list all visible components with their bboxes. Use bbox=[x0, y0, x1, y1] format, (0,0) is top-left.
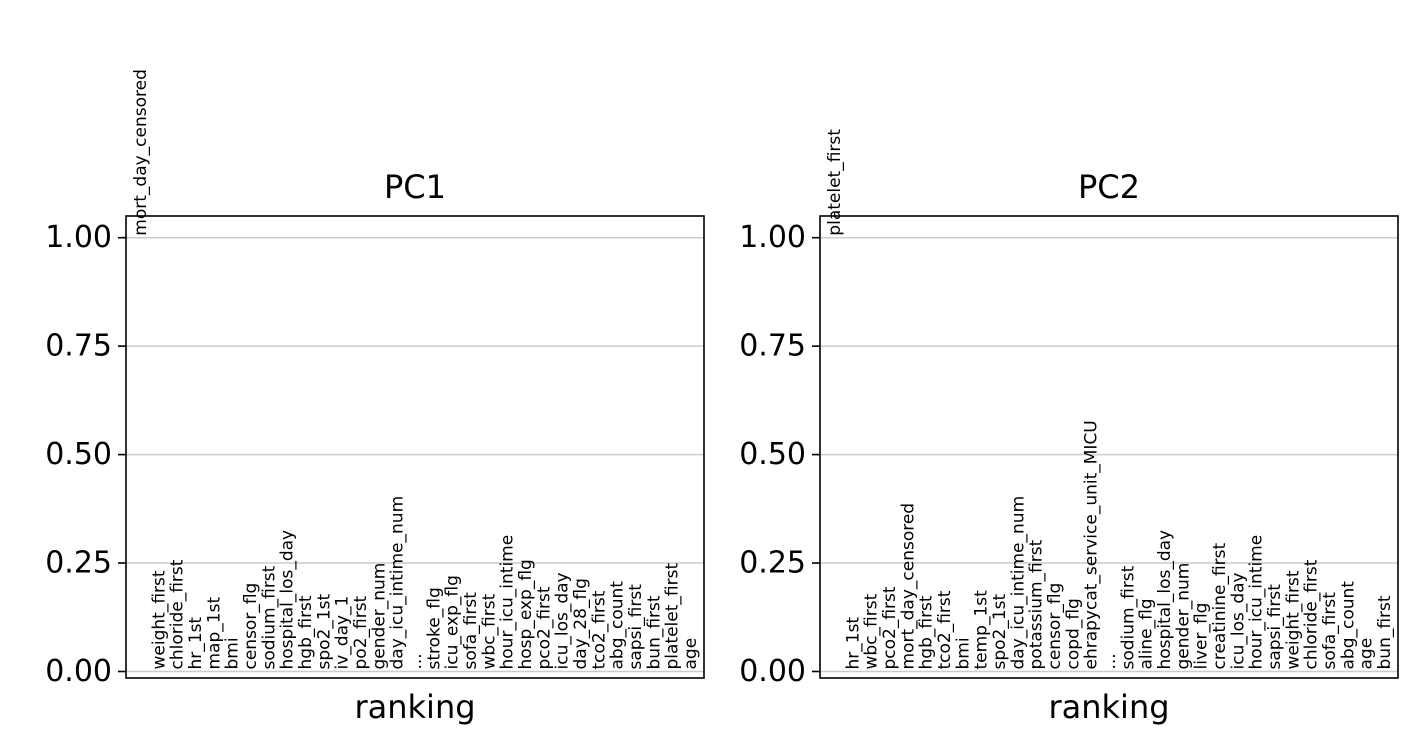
gene-label: tco2_first bbox=[935, 590, 955, 669]
panel-pc1: 0.00 0.25 0.50 0.75 1.00 PC1 ranking mort_day_c… bbox=[45, 69, 705, 726]
gene-label: ehrapycat_service_unit_MICU bbox=[1082, 420, 1102, 669]
gene-label: platelet_first bbox=[825, 129, 845, 236]
gene-label: hosp_exp_flg bbox=[516, 559, 536, 669]
gene-label: sofa_first bbox=[1320, 592, 1340, 670]
gene-label: liver_flg bbox=[1192, 603, 1212, 670]
gene-label: day_28_flg bbox=[571, 578, 591, 669]
gene-label: sapsi_first bbox=[1265, 584, 1285, 670]
y-tick-label: 0.75 bbox=[45, 329, 112, 364]
gene-label: pco2_first bbox=[534, 586, 554, 669]
gene-label: mort_day_censored bbox=[131, 69, 151, 236]
gene-label: bun_first bbox=[1375, 595, 1395, 669]
gene-label: hour_icu_intime bbox=[498, 535, 518, 670]
y-tick-label: 0.25 bbox=[739, 546, 806, 581]
gene-label: spo2_1st bbox=[990, 593, 1010, 669]
axes-frame bbox=[125, 215, 705, 679]
gene-label: bmi bbox=[953, 637, 973, 669]
gene-label: pco2_first bbox=[880, 586, 900, 669]
gene-label: mort_day_censored bbox=[898, 503, 918, 670]
gene-label: map_1st bbox=[204, 597, 224, 670]
gene-label: tco2_first bbox=[589, 590, 609, 669]
gene-label: hospital_los_day bbox=[278, 530, 298, 670]
gene-label: chloride_first bbox=[1302, 559, 1322, 669]
y-tick-label: 0.50 bbox=[45, 437, 112, 472]
axes-frame bbox=[819, 215, 1399, 679]
gene-label: aline_flg bbox=[1137, 598, 1157, 669]
gene-label: censor_flg bbox=[241, 583, 261, 670]
y-tick-label: 0.25 bbox=[45, 546, 112, 581]
gene-label: sodium_first bbox=[259, 565, 279, 669]
gene-label: abg_count bbox=[608, 581, 628, 670]
panel-title: PC1 bbox=[384, 168, 446, 206]
gene-label: wbc_first bbox=[479, 593, 499, 669]
gene-label: hr_1st bbox=[186, 617, 206, 670]
gene-label: sofa_first bbox=[461, 592, 481, 670]
gene-label: sodium_first bbox=[1118, 565, 1138, 669]
gene-label: ... bbox=[406, 653, 426, 669]
gene-label: gender_num bbox=[1173, 563, 1193, 670]
y-tick-label: 0.50 bbox=[739, 437, 806, 472]
gene-label: spo2_1st bbox=[314, 593, 334, 669]
gene-label: icu_los_day bbox=[1228, 572, 1248, 669]
y-tick-label: 1.00 bbox=[739, 220, 806, 255]
gene-label: sapsi_first bbox=[626, 584, 646, 670]
gene-label: hospital_los_day bbox=[1155, 530, 1175, 670]
gene-label: age bbox=[681, 638, 701, 670]
gene-label: weight_first bbox=[1283, 570, 1303, 669]
gene-label: gender_num bbox=[369, 563, 389, 670]
gene-label: creatinine_first bbox=[1210, 542, 1230, 669]
gene-label: potassium_first bbox=[1027, 539, 1047, 669]
gene-label: icu_los_day bbox=[553, 572, 573, 669]
x-axis-label: ranking bbox=[1048, 688, 1169, 726]
gene-label: day_icu_intime_num bbox=[388, 496, 408, 670]
panel-pc2: 0.00 0.25 0.50 0.75 1.00 PC2 ranking platelet_f… bbox=[739, 129, 1399, 726]
y-tick-label: 0.00 bbox=[739, 654, 806, 689]
gene-label: censor_flg bbox=[1045, 583, 1065, 670]
gene-label: abg_count bbox=[1338, 581, 1358, 670]
gene-label: copd_flg bbox=[1063, 598, 1083, 669]
gene-label: iv_day_1 bbox=[333, 596, 353, 670]
gene-label: po2_first bbox=[351, 595, 371, 669]
gene-label: day_icu_intime_num bbox=[1008, 496, 1028, 670]
x-axis-label: ranking bbox=[354, 688, 475, 726]
gene-label: ... bbox=[1100, 653, 1120, 669]
y-tick-label: 0.00 bbox=[45, 654, 112, 689]
gene-label: bun_first bbox=[644, 595, 664, 669]
gene-label: platelet_first bbox=[663, 563, 683, 670]
gene-label: chloride_first bbox=[168, 559, 188, 669]
gene-label: hr_1st bbox=[843, 617, 863, 670]
y-tick-label: 0.75 bbox=[739, 329, 806, 364]
panel-title: PC2 bbox=[1078, 168, 1140, 206]
gene-label: bmi bbox=[223, 637, 243, 669]
gene-label: age bbox=[1357, 638, 1377, 670]
gene-label: icu_exp_flg bbox=[443, 575, 463, 669]
gene-label: hgb_first bbox=[296, 595, 316, 669]
gene-label: temp_1st bbox=[972, 590, 992, 670]
y-tick-label: 1.00 bbox=[45, 220, 112, 255]
gene-label: wbc_first bbox=[862, 593, 882, 669]
gene-label: weight_first bbox=[149, 570, 169, 669]
gene-label: stroke_flg bbox=[424, 587, 444, 669]
gene-label: hgb_first bbox=[917, 595, 937, 669]
gene-label: hour_icu_intime bbox=[1247, 535, 1267, 670]
